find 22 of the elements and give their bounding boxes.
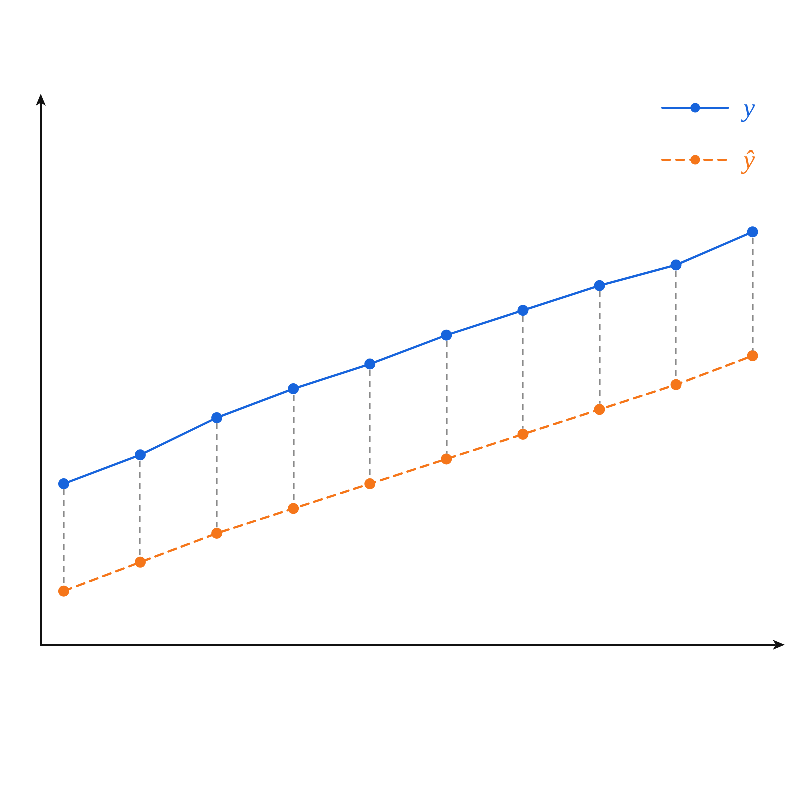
point bbox=[288, 503, 300, 514]
point bbox=[441, 330, 452, 341]
point bbox=[670, 260, 682, 271]
point bbox=[212, 528, 223, 540]
point bbox=[518, 305, 529, 316]
point bbox=[212, 412, 223, 424]
point bbox=[135, 556, 146, 568]
point bbox=[135, 450, 146, 461]
point bbox=[747, 226, 758, 238]
point bbox=[594, 404, 606, 416]
point bbox=[364, 358, 376, 370]
legend-label: ŷ bbox=[740, 146, 756, 174]
point bbox=[670, 379, 682, 390]
point bbox=[441, 454, 452, 465]
point bbox=[518, 428, 529, 440]
point bbox=[288, 384, 300, 395]
legend-label: y bbox=[740, 94, 756, 122]
point bbox=[594, 280, 606, 292]
point bbox=[747, 350, 758, 362]
point bbox=[364, 478, 376, 490]
point bbox=[58, 586, 70, 597]
point bbox=[58, 478, 70, 490]
